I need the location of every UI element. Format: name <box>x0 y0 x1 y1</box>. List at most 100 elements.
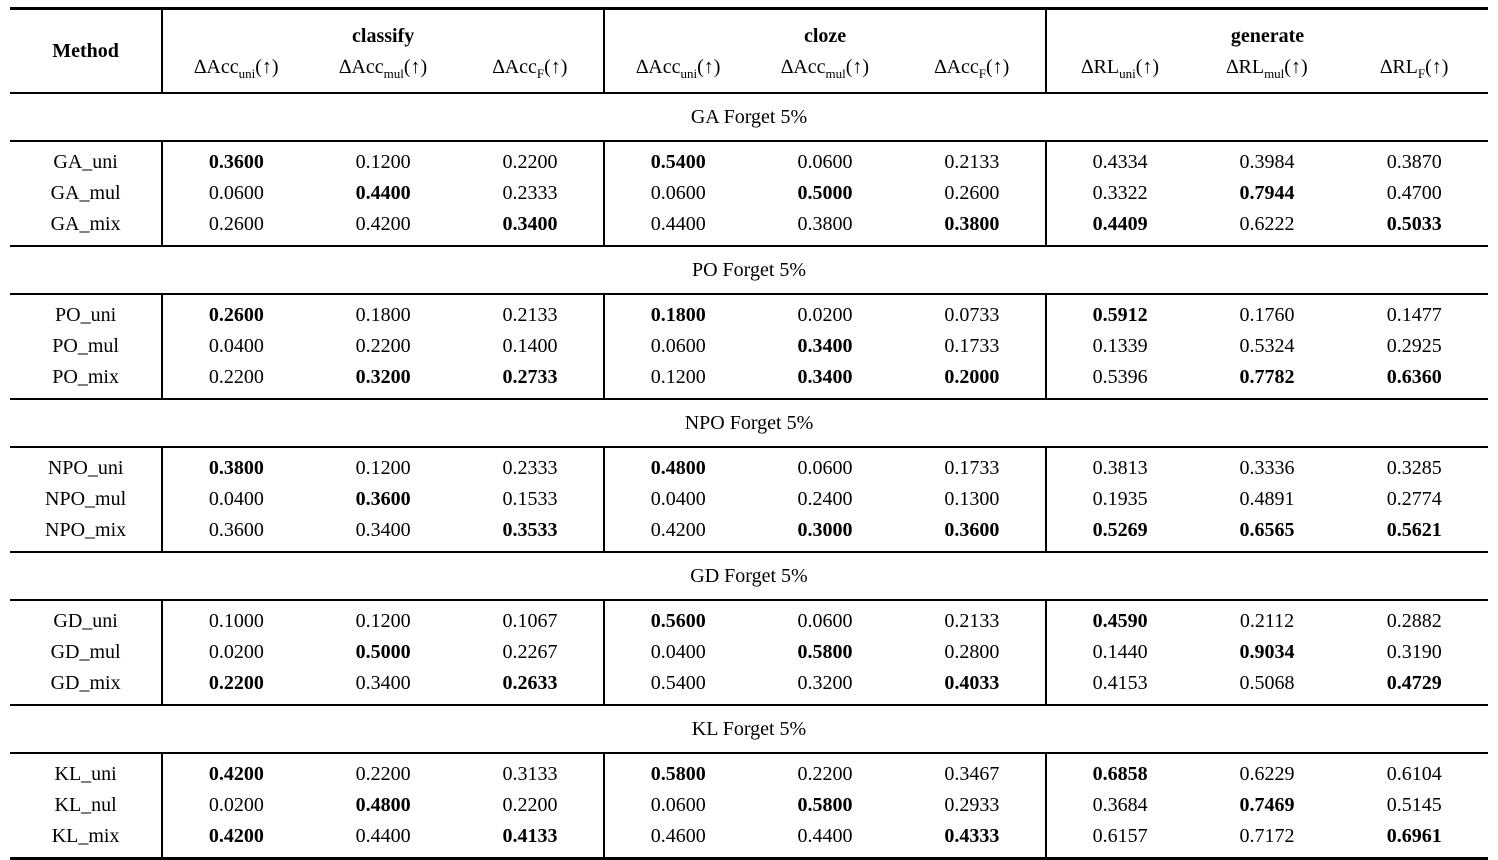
value-cell: 0.5269 <box>1092 519 1148 541</box>
value-cell: 0.5800 <box>797 641 853 663</box>
table-row: GD_mix 0.2200 0.3400 0.2633 0.5400 0.3200 0.40… <box>10 668 1488 705</box>
table-row: KL_uni 0.4200 0.2200 0.3133 0.5800 0.2200 0.34… <box>10 753 1488 790</box>
group-header-cloze: cloze <box>604 8 1047 48</box>
column-header-generate-rl-uni: ∆RLuni(↑) <box>1046 48 1194 94</box>
value-cell: 0.2133 <box>898 141 1048 178</box>
value-cell: 0.5145 <box>1386 794 1442 816</box>
value-cell: 0.3684 <box>1092 794 1148 816</box>
value-cell: 0.7469 <box>1239 794 1295 816</box>
metric-direction: (↑) <box>1135 55 1160 78</box>
table-row: PO_mix 0.2200 0.3200 0.2733 0.1200 0.3400 0.20… <box>10 362 1488 399</box>
metric-subscript: uni <box>680 65 698 81</box>
section-header-row: GA Forget 5% <box>10 92 1488 142</box>
row-method-label: PO_uni <box>10 294 164 331</box>
value-cell: 0.2200 <box>456 141 606 178</box>
column-header-generate-rl-f: ∆RLF(↑) <box>1340 48 1488 94</box>
value-cell: 0.6104 <box>1386 763 1442 785</box>
table-row: NPO_mix 0.3600 0.3400 0.3533 0.4200 0.3000 0.3… <box>10 515 1488 552</box>
value-cell: 0.0600 <box>797 610 853 632</box>
table-row: PO_mul 0.0400 0.2200 0.1400 0.0600 0.3400 0.17… <box>10 331 1488 362</box>
value-cell: 0.2633 <box>456 668 606 705</box>
row-method-label: GA_uni <box>10 141 164 178</box>
metric-direction: (↑) <box>403 55 428 78</box>
value-cell: 0.4800 <box>355 794 411 816</box>
value-cell: 0.6157 <box>1092 825 1148 847</box>
value-cell: 0.4729 <box>1386 672 1442 694</box>
table-body: GA Forget 5% GA_uni 0.3600 0.1200 0.2200 0.54… <box>10 92 1488 859</box>
paper-table-container: Method classify cloze generate ∆Accuni(↑… <box>10 7 1488 860</box>
metric-name: ∆Acc <box>194 55 239 78</box>
row-method-label: GA_mul <box>10 178 164 209</box>
column-header-row: ∆Accuni(↑) ∆Accmul(↑) ∆AccF(↑) ∆Accuni(↑… <box>10 48 1488 94</box>
value-cell: 0.4891 <box>1239 488 1295 510</box>
column-header-method: Method <box>10 8 164 94</box>
section-header-row: KL Forget 5% <box>10 704 1488 754</box>
group-header-row: Method classify cloze generate <box>10 8 1488 94</box>
value-cell: 0.2774 <box>1386 488 1442 510</box>
value-cell: 0.4153 <box>1092 672 1148 694</box>
value-cell: 0.5068 <box>1239 672 1295 694</box>
value-cell: 0.0400 <box>208 488 264 510</box>
table-row: GA_mul 0.0600 0.4400 0.2333 0.0600 0.5000 0.26… <box>10 178 1488 209</box>
value-cell: 0.3600 <box>355 488 411 510</box>
value-cell: 0.4400 <box>355 182 411 204</box>
value-cell: 0.4800 <box>650 457 706 479</box>
value-cell: 0.3600 <box>898 515 1048 552</box>
value-cell: 0.4400 <box>650 213 706 235</box>
metric-name: ∆RL <box>1380 55 1418 78</box>
value-cell: 0.1000 <box>208 610 264 632</box>
value-cell: 0.1200 <box>650 366 706 388</box>
value-cell: 0.4400 <box>355 825 411 847</box>
group-header-classify: classify <box>162 8 606 48</box>
value-cell: 0.3600 <box>208 151 264 173</box>
metric-direction: (↑) <box>845 55 870 78</box>
table-header: Method classify cloze generate ∆Accuni(↑… <box>10 8 1488 94</box>
value-cell: 0.3400 <box>355 672 411 694</box>
value-cell: 0.1200 <box>355 457 411 479</box>
value-cell: 0.4700 <box>1386 182 1442 204</box>
value-cell: 0.2200 <box>797 763 853 785</box>
value-cell: 0.5000 <box>797 182 853 204</box>
value-cell: 0.4334 <box>1092 151 1148 173</box>
value-cell: 0.6229 <box>1239 763 1295 785</box>
value-cell: 0.2200 <box>355 335 411 357</box>
value-cell: 0.2200 <box>208 366 264 388</box>
value-cell: 0.0200 <box>208 641 264 663</box>
row-method-label: NPO_mix <box>10 515 164 552</box>
value-cell: 0.2400 <box>797 488 853 510</box>
value-cell: 0.2733 <box>456 362 606 399</box>
value-cell: 0.2200 <box>208 672 264 694</box>
value-cell: 0.1733 <box>898 331 1048 362</box>
metric-name: ∆RL <box>1226 55 1265 78</box>
value-cell: 0.3467 <box>898 753 1048 790</box>
value-cell: 0.0400 <box>650 641 706 663</box>
value-cell: 0.2800 <box>898 637 1048 668</box>
row-method-label: NPO_mul <box>10 484 164 515</box>
section-header-row: NPO Forget 5% <box>10 398 1488 448</box>
value-cell: 0.7944 <box>1239 182 1295 204</box>
value-cell: 0.3200 <box>797 672 853 694</box>
value-cell: 0.4409 <box>1092 213 1148 235</box>
value-cell: 0.4033 <box>898 668 1048 705</box>
value-cell: 0.6858 <box>1092 763 1148 785</box>
value-cell: 0.3285 <box>1386 457 1442 479</box>
results-table: Method classify cloze generate ∆Accuni(↑… <box>10 7 1488 860</box>
section-header-row: PO Forget 5% <box>10 245 1488 295</box>
metric-direction: (↑) <box>986 55 1010 78</box>
value-cell: 0.2133 <box>898 600 1048 637</box>
metric-direction: (↑) <box>697 55 721 78</box>
value-cell: 0.7782 <box>1239 366 1295 388</box>
value-cell: 0.0600 <box>650 794 706 816</box>
value-cell: 0.2000 <box>898 362 1048 399</box>
value-cell: 0.1800 <box>355 304 411 326</box>
value-cell: 0.5033 <box>1386 213 1442 235</box>
value-cell: 0.0200 <box>208 794 264 816</box>
metric-direction: (↑) <box>255 55 279 78</box>
column-header-classify-acc-uni: ∆Accuni(↑) <box>162 48 310 94</box>
value-cell: 0.4133 <box>456 821 606 859</box>
value-cell: 0.2333 <box>456 447 606 484</box>
row-method-label: GA_mix <box>10 209 164 246</box>
value-cell: 0.4200 <box>208 763 264 785</box>
value-cell: 0.4200 <box>650 519 706 541</box>
value-cell: 0.1733 <box>898 447 1048 484</box>
